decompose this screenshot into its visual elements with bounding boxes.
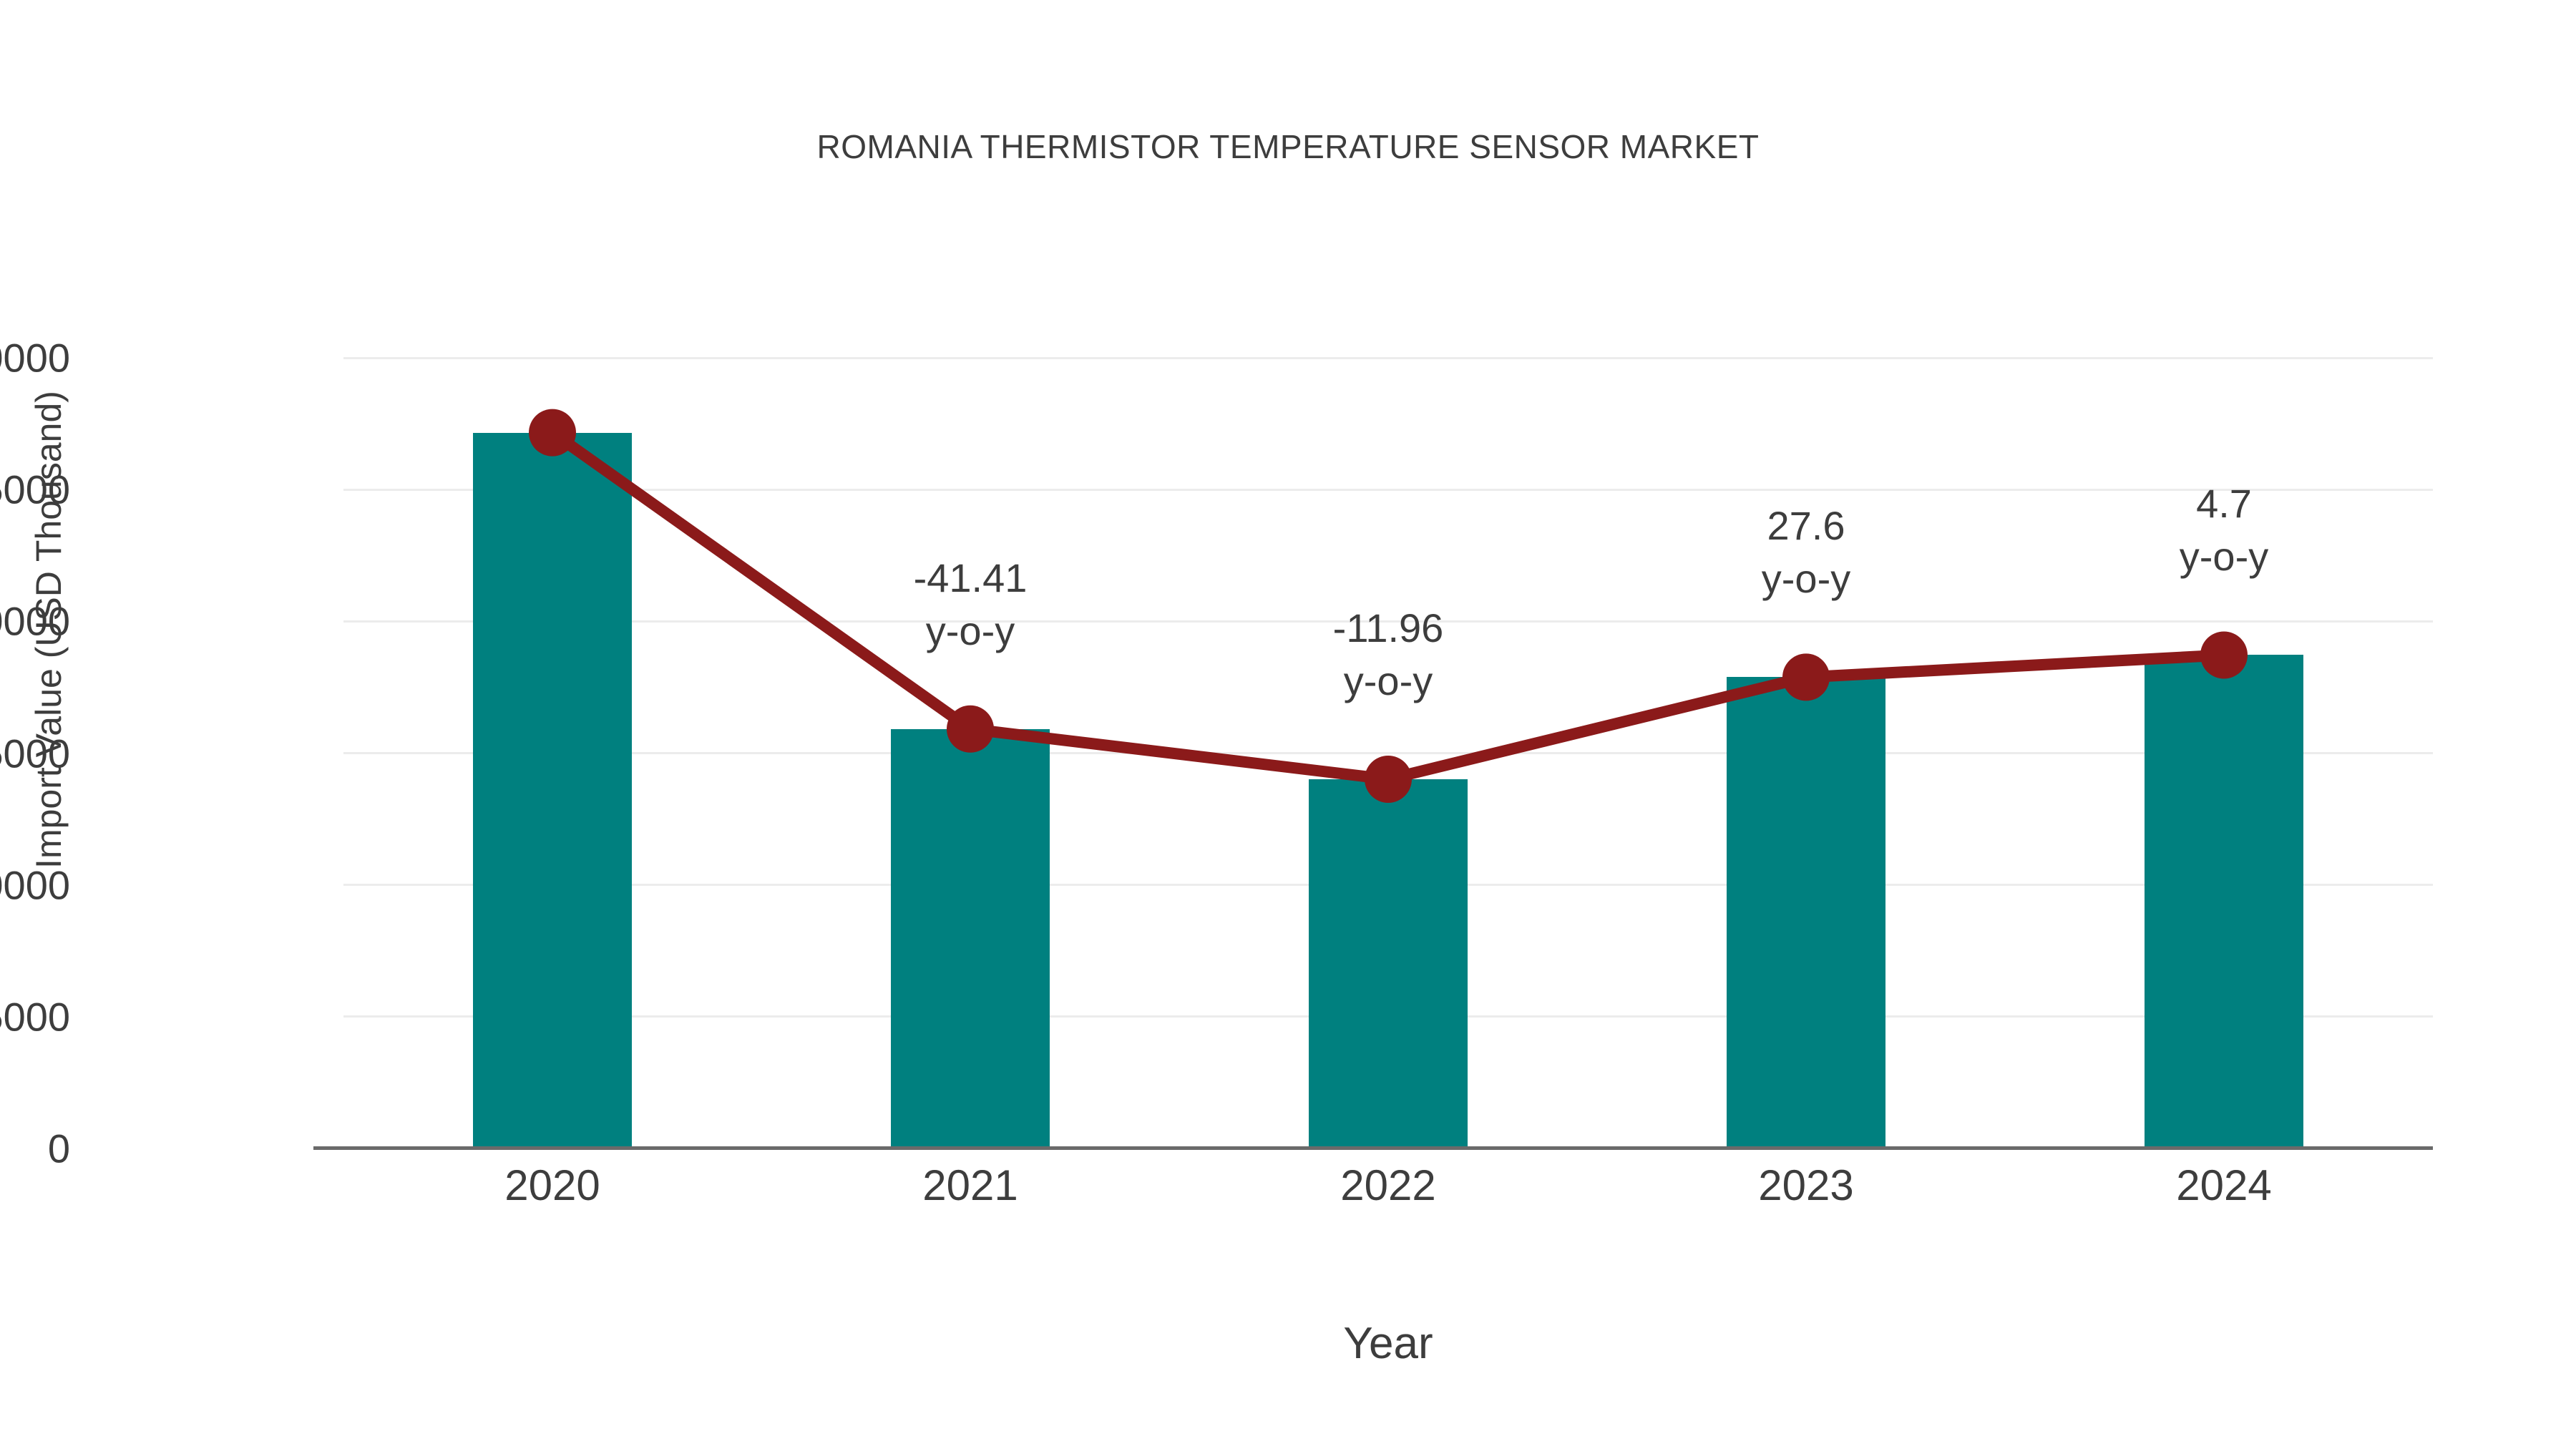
x-axis-title: Year bbox=[1343, 1319, 1433, 1368]
x-axis-tick-label-2022: 2022 bbox=[1340, 1161, 1436, 1209]
x-axis-line bbox=[313, 1146, 2433, 1150]
yoy-annotation-2021: -41.41 y-o-y bbox=[914, 552, 1028, 658]
gridline bbox=[343, 488, 2433, 491]
yoy-value: 4.7 bbox=[2196, 481, 2252, 527]
bar-2024[interactable] bbox=[2145, 655, 2303, 1148]
bar-2020[interactable] bbox=[473, 432, 632, 1148]
yoy-value: -11.96 bbox=[1332, 605, 1444, 650]
yoy-annotation-2022: -11.96 y-o-y bbox=[1333, 602, 1444, 708]
chart-title: ROMANIA THERMISTOR TEMPERATURE SENSOR MA… bbox=[816, 128, 1760, 165]
yoy-unit: y-o-y bbox=[2179, 534, 2269, 580]
x-axis-tick-label-2024: 2024 bbox=[2176, 1161, 2272, 1209]
yoy-unit: y-o-y bbox=[1761, 556, 1851, 602]
bar-2023[interactable] bbox=[1727, 677, 1885, 1148]
x-axis-tick-label-2021: 2021 bbox=[922, 1161, 1018, 1209]
y-axis-tick-label: 0 bbox=[47, 1126, 70, 1171]
gridline bbox=[343, 356, 2433, 359]
yoy-annotation-2023: 27.6 y-o-y bbox=[1762, 499, 1850, 605]
bar-2022[interactable] bbox=[1309, 779, 1468, 1148]
x-axis-tick-label-2023: 2023 bbox=[1758, 1161, 1854, 1209]
y-axis-tick-label: 15000 bbox=[0, 731, 70, 776]
gridline bbox=[343, 752, 2433, 754]
x-axis-tick-label-2020: 2020 bbox=[504, 1161, 600, 1209]
plot-area bbox=[313, 356, 2433, 1150]
bar-2021[interactable] bbox=[891, 728, 1050, 1148]
y-axis-tick-label: 5000 bbox=[0, 994, 70, 1040]
yoy-value: 27.6 bbox=[1767, 503, 1845, 549]
y-axis-tick-label: 20000 bbox=[0, 598, 70, 644]
y-axis-tick-label: 25000 bbox=[0, 467, 70, 512]
y-axis-tick-label: 10000 bbox=[0, 862, 70, 908]
y-axis-tick-label: 30000 bbox=[0, 335, 70, 381]
yoy-unit: y-o-y bbox=[1343, 658, 1433, 703]
yoy-annotation-2024: 4.7 y-o-y bbox=[2180, 477, 2268, 583]
yoy-unit: y-o-y bbox=[925, 608, 1015, 653]
yoy-value: -41.41 bbox=[913, 555, 1028, 600]
